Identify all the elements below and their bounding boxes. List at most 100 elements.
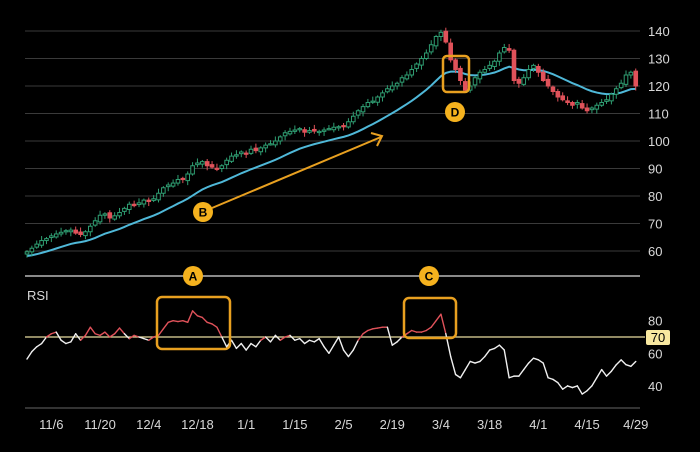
rsi-segment	[430, 320, 437, 328]
date-tick-label: 4/29	[623, 417, 648, 432]
candle-body	[34, 243, 40, 248]
candle-body	[209, 164, 215, 168]
candle-body	[540, 71, 546, 81]
rsi-segment	[167, 320, 174, 324]
candle-down	[253, 143, 259, 154]
candle-body	[156, 192, 161, 201]
candle-body	[292, 129, 298, 132]
date-tick-label: 1/15	[282, 417, 307, 432]
candle-body	[438, 31, 444, 37]
candle-up	[273, 136, 278, 148]
candle-body	[117, 212, 122, 217]
rsi-segment	[484, 349, 491, 358]
rsi-segment	[264, 336, 272, 343]
rsi-segment	[464, 360, 471, 371]
candle-body	[107, 212, 113, 219]
candle-body	[428, 44, 434, 53]
candle-body	[589, 107, 595, 111]
candle-up	[195, 158, 200, 168]
candle-body	[443, 30, 449, 43]
candle-up	[161, 186, 166, 197]
candle-up	[594, 102, 600, 114]
candle-down	[511, 48, 517, 85]
candle-down	[536, 63, 541, 77]
rsi-segment	[74, 333, 82, 341]
rsi-tick-label: 40	[648, 379, 662, 394]
candle-body	[463, 81, 468, 91]
rsi-segment	[196, 315, 204, 319]
candle-up	[501, 43, 507, 54]
rsi-segment	[308, 339, 316, 343]
candle-up	[224, 157, 229, 170]
candle-body	[555, 91, 561, 98]
candle-body	[472, 77, 478, 86]
candle-up	[34, 240, 40, 249]
date-tick-label: 1/1	[237, 417, 255, 432]
candle-up	[102, 212, 108, 219]
candle-down	[131, 200, 137, 208]
annotation-b-label: B	[199, 206, 208, 220]
candle-up	[414, 62, 419, 72]
rsi-segment	[576, 385, 583, 395]
candle-body	[200, 161, 205, 165]
candle-body	[151, 198, 156, 201]
rsi-segment	[347, 349, 354, 358]
candle-body	[336, 126, 341, 129]
candle-body	[341, 125, 346, 128]
candle-body	[78, 231, 83, 235]
candle-body	[126, 203, 132, 210]
candle-down	[448, 38, 453, 63]
candle-body	[161, 187, 166, 194]
candle-body	[404, 74, 410, 80]
candle-body	[44, 238, 49, 242]
annotation-c-label: C	[425, 270, 434, 284]
rsi-segment	[94, 333, 101, 337]
rsi-segment	[201, 316, 208, 324]
rsi-segment	[45, 333, 53, 338]
candle-up	[53, 230, 59, 239]
candle-body	[88, 225, 93, 233]
candle-body	[399, 77, 405, 83]
rsi-segment	[396, 336, 403, 343]
price-tick-label: 110	[648, 107, 669, 122]
candle-up	[482, 65, 488, 74]
candle-body	[63, 230, 69, 233]
annotation-d: D	[441, 54, 471, 122]
candle-body	[579, 103, 585, 109]
candle-body	[102, 213, 108, 216]
candle-body	[175, 179, 181, 184]
candle-up	[404, 71, 410, 81]
candle-body	[131, 203, 137, 207]
candle-body	[526, 69, 531, 79]
rsi-segment	[625, 364, 632, 368]
rsi-segment	[230, 339, 238, 350]
annotation-c: C	[402, 266, 458, 340]
rsi-segment	[269, 334, 277, 343]
candle-up	[424, 49, 429, 61]
candle-down	[579, 100, 585, 110]
candle-up	[49, 233, 54, 243]
date-tick-label: 4/1	[529, 417, 547, 432]
candle-down	[584, 103, 590, 114]
candle-body	[238, 151, 244, 155]
candle-body	[195, 162, 200, 166]
candle-body	[331, 126, 337, 131]
candle-down	[78, 227, 83, 238]
annotation-d-marker	[445, 102, 465, 122]
rsi-segment	[435, 313, 442, 322]
date-tick-label: 12/4	[136, 417, 161, 432]
candle-body	[287, 130, 293, 135]
rsi-segment	[274, 334, 281, 341]
candle-down	[443, 27, 449, 44]
candle-body	[122, 207, 127, 212]
rsi-segment	[79, 334, 87, 341]
rsi-segment	[586, 385, 593, 392]
rsi-segment	[454, 373, 462, 379]
rsi-segment	[420, 329, 428, 333]
candle-body	[487, 64, 492, 69]
candle-body	[282, 132, 288, 137]
rsi-segment	[532, 357, 540, 361]
annotation-d-label: D	[451, 106, 460, 120]
rsi-segment	[562, 385, 569, 390]
rsi-segment	[109, 333, 116, 338]
